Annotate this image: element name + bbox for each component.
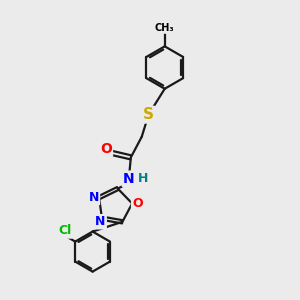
Text: Cl: Cl bbox=[58, 224, 72, 238]
Text: O: O bbox=[132, 197, 143, 210]
Text: N: N bbox=[88, 191, 99, 204]
Text: S: S bbox=[143, 107, 154, 122]
Text: O: O bbox=[100, 142, 112, 156]
Text: N: N bbox=[95, 215, 106, 228]
Text: CH₃: CH₃ bbox=[155, 23, 175, 33]
Text: H: H bbox=[138, 172, 149, 185]
Text: N: N bbox=[123, 172, 135, 186]
